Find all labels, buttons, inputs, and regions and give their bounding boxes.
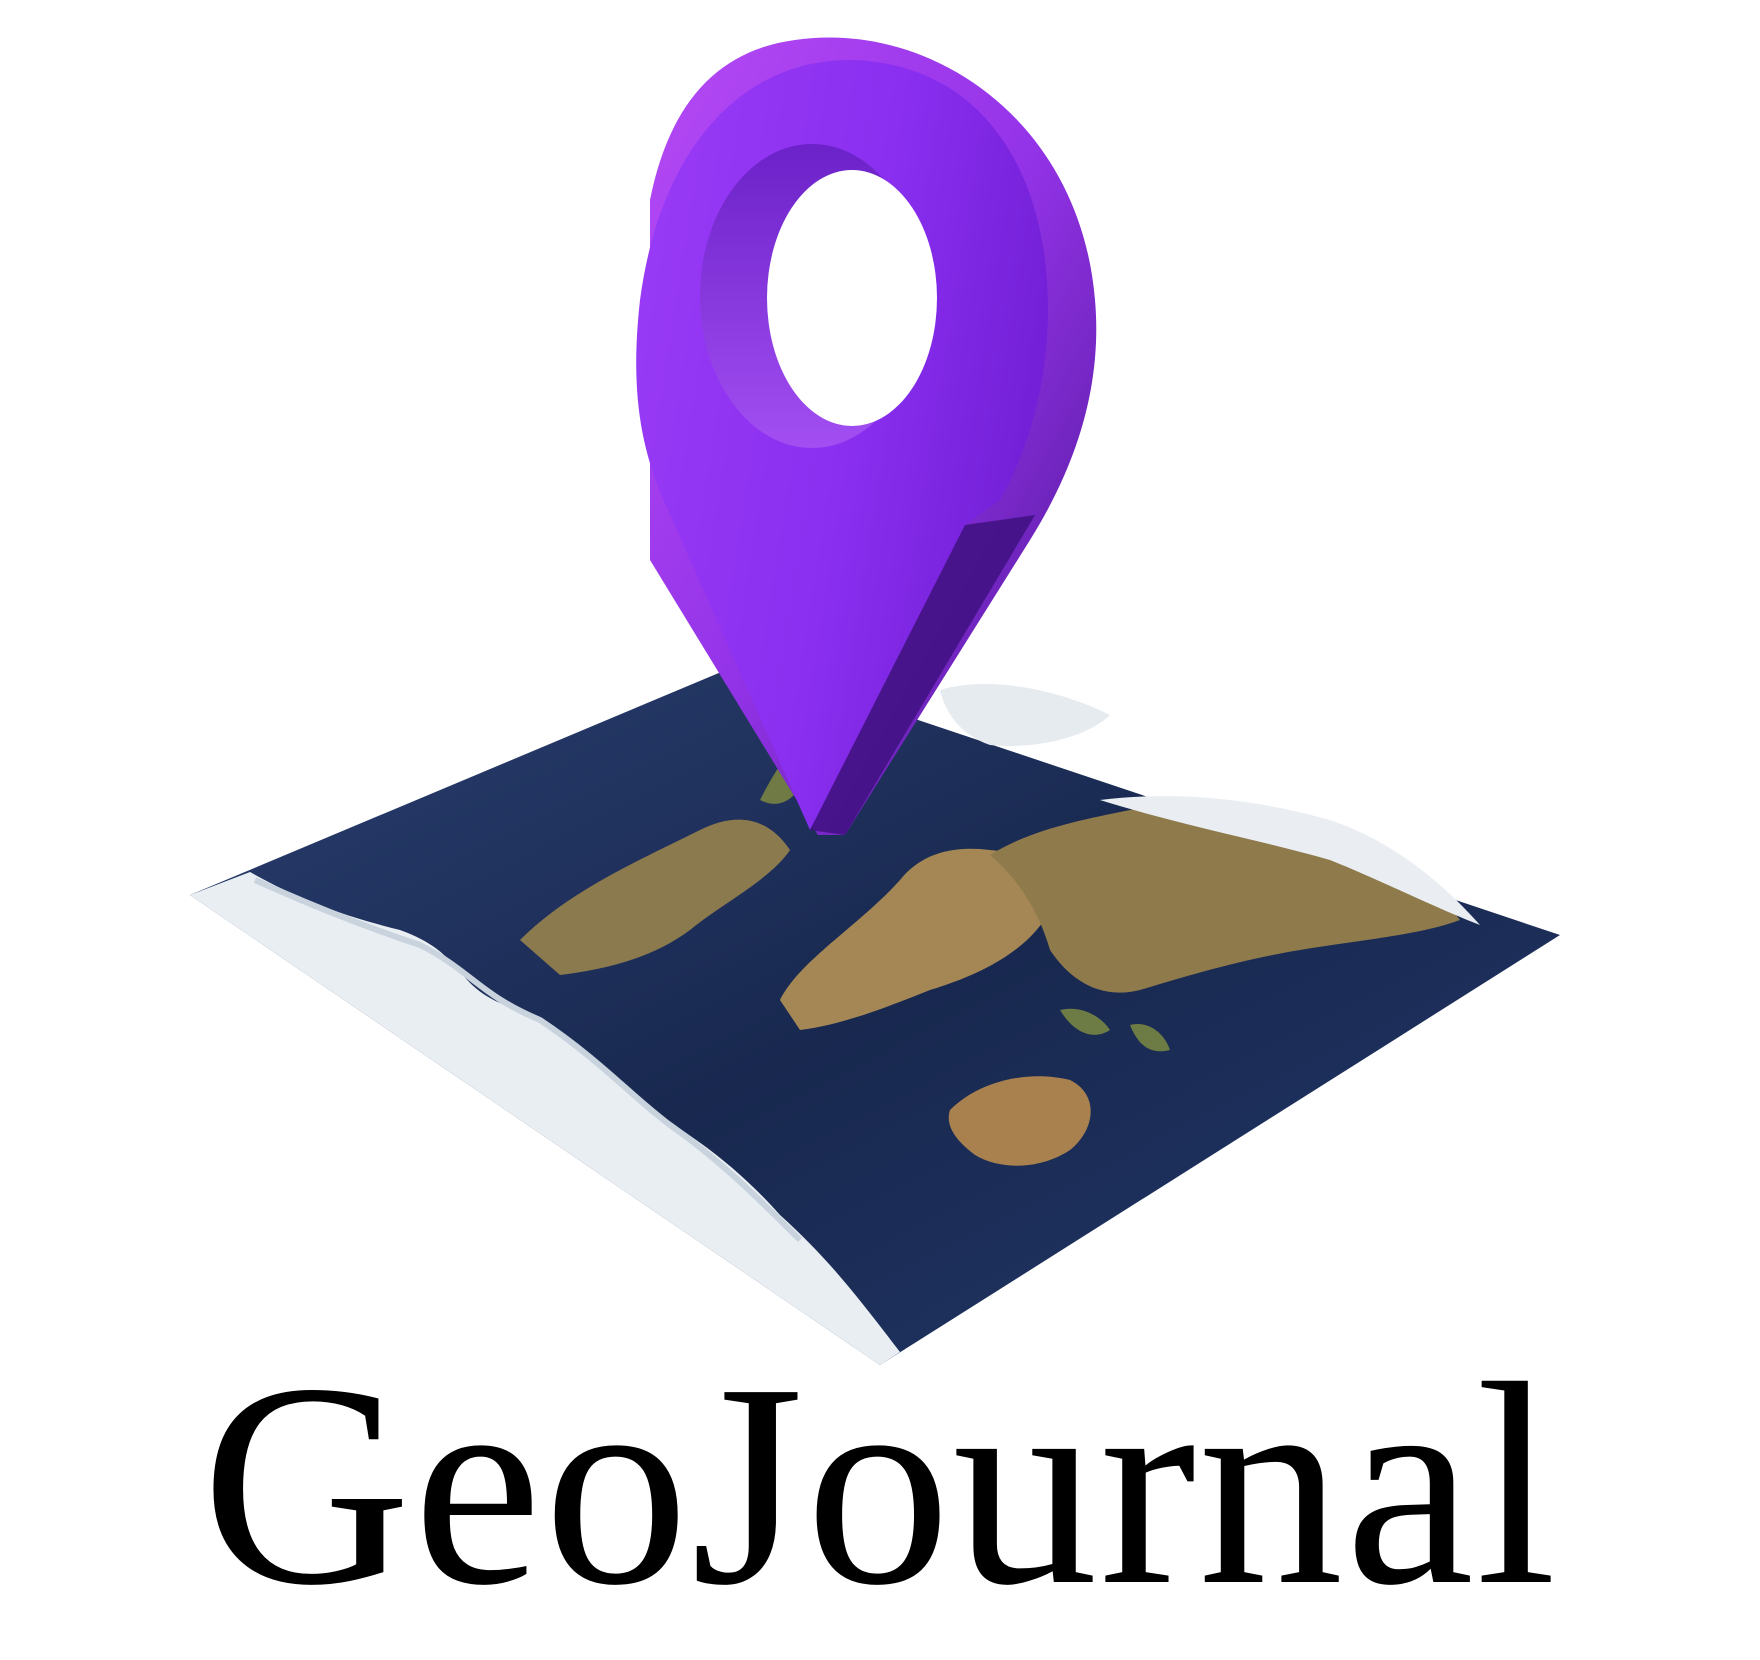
brand-wordmark: GeoJournal — [201, 1324, 1559, 1645]
location-pin-icon — [636, 37, 1097, 835]
